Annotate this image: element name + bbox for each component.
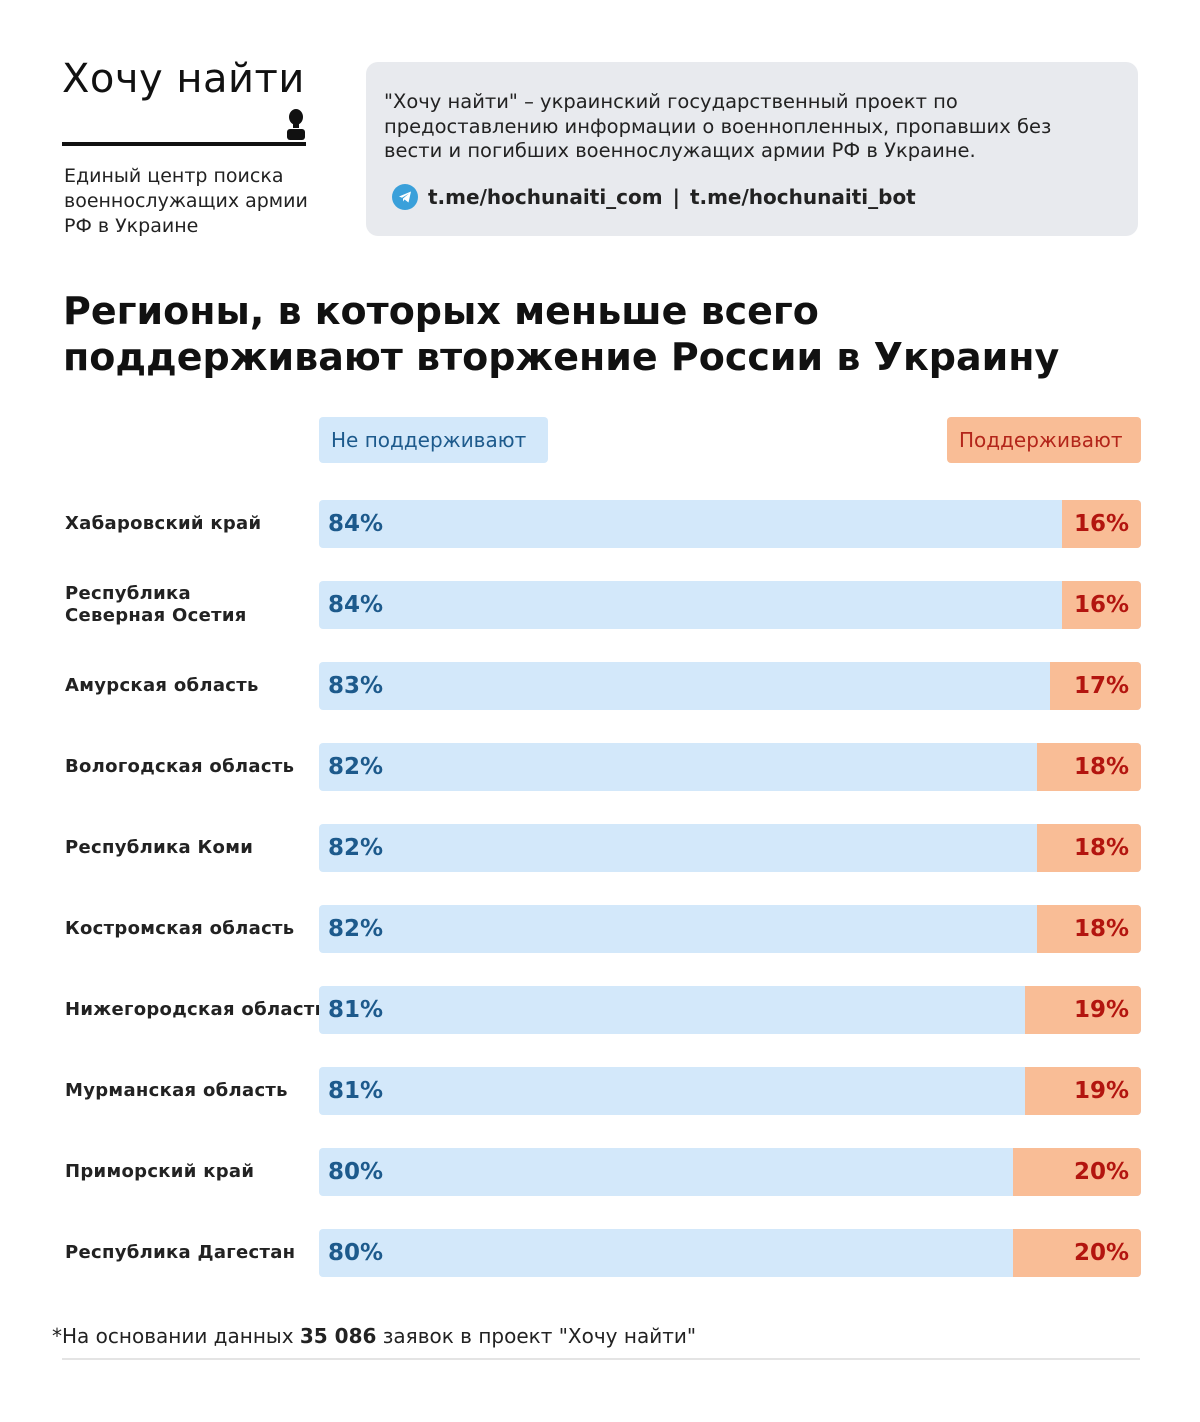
value-label-not-support: 80%: [328, 1240, 384, 1266]
telegram-icon: [392, 184, 418, 210]
bar-support: [1025, 986, 1141, 1034]
bar-not-support: 80% 20%: [319, 1148, 1141, 1196]
link-separator: |: [672, 185, 680, 209]
bar-not-support: 82% 18%: [319, 743, 1141, 791]
value-label-support: 19%: [1073, 1078, 1129, 1104]
value-label-support: 20%: [1073, 1159, 1129, 1185]
bar-not-support: 81% 19%: [319, 986, 1141, 1034]
value-label-support: 19%: [1073, 997, 1129, 1023]
region-label: Республика Дагестан: [65, 1242, 296, 1263]
footnote-count: 35 086: [299, 1324, 377, 1348]
value-label-support: 17%: [1073, 673, 1129, 699]
region-label: Хабаровский край: [65, 513, 262, 534]
footnote: *На основании данных 35 086 заявок в про…: [52, 1324, 696, 1348]
region-label: Амурская область: [65, 675, 259, 696]
region-label: Приморский край: [65, 1161, 255, 1182]
bar-support: [1062, 500, 1141, 548]
value-label-not-support: 82%: [328, 835, 384, 861]
bar-support: [1012, 1148, 1141, 1196]
bar-support: [1037, 905, 1141, 953]
value-label-support: 16%: [1073, 592, 1129, 618]
bar-support: [1062, 581, 1141, 629]
bar-support: [1025, 1067, 1141, 1115]
info-text: "Хочу найти" – украинский государственны…: [384, 90, 1052, 162]
value-label-not-support: 81%: [328, 1078, 384, 1104]
person-icon: [287, 109, 305, 140]
region-label: Вологодская область: [65, 756, 295, 777]
links: t.me/hochunaiti_com | t.me/hochunaiti_bo…: [392, 184, 916, 210]
bar-support: [1037, 743, 1141, 791]
value-label-not-support: 82%: [328, 916, 384, 942]
value-label-not-support: 84%: [328, 592, 384, 618]
info-box: "Хочу найти" – украинский государственны…: [366, 62, 1138, 236]
footnote-prefix: *На основании данных: [52, 1324, 300, 1348]
value-label-not-support: 82%: [328, 754, 384, 780]
region-label: Республика Северная Осетия: [65, 583, 247, 626]
region-label: Костромская область: [65, 918, 295, 939]
bar-not-support: 82% 18%: [319, 905, 1141, 953]
legend-support: Поддерживают: [947, 417, 1141, 463]
chart-title: Регионы, в которых меньше всего поддержи…: [63, 289, 1060, 379]
footer-divider: [62, 1358, 1140, 1360]
telegram-link-bot[interactable]: t.me/hochunaiti_bot: [689, 185, 916, 209]
bar-not-support: 80% 20%: [319, 1229, 1141, 1277]
value-label-support: 20%: [1073, 1240, 1129, 1266]
bar-support: [1012, 1229, 1141, 1277]
bar-support: [1049, 662, 1141, 710]
value-label-not-support: 84%: [328, 511, 384, 537]
logo-underline: [62, 142, 306, 146]
value-label-support: 16%: [1073, 511, 1129, 537]
logo-subtitle: Единый центр поиска военнослужащих армии…: [64, 165, 308, 237]
bar-not-support: 81% 19%: [319, 1067, 1141, 1115]
region-label: Республика Коми: [65, 837, 254, 858]
bar-support: [1037, 824, 1141, 872]
footnote-suffix: заявок в проект "Хочу найти": [376, 1324, 697, 1348]
value-label-support: 18%: [1073, 754, 1129, 780]
value-label-support: 18%: [1073, 916, 1129, 942]
bar-not-support: 83% 17%: [319, 662, 1141, 710]
region-label: Нижегородская область: [65, 999, 327, 1020]
region-label: Мурманская область: [65, 1080, 288, 1101]
value-label-not-support: 81%: [328, 997, 384, 1023]
value-label-not-support: 83%: [328, 673, 384, 699]
logo-title: Хочу найти: [62, 56, 305, 102]
value-label-not-support: 80%: [328, 1159, 384, 1185]
telegram-link-channel[interactable]: t.me/hochunaiti_com: [428, 185, 663, 209]
bar-not-support: 82% 18%: [319, 824, 1141, 872]
bar-not-support: 84% 16%: [319, 581, 1141, 629]
legend-not-support: Не поддерживают: [319, 417, 548, 463]
value-label-support: 18%: [1073, 835, 1129, 861]
bar-not-support: 84% 16%: [319, 500, 1141, 548]
